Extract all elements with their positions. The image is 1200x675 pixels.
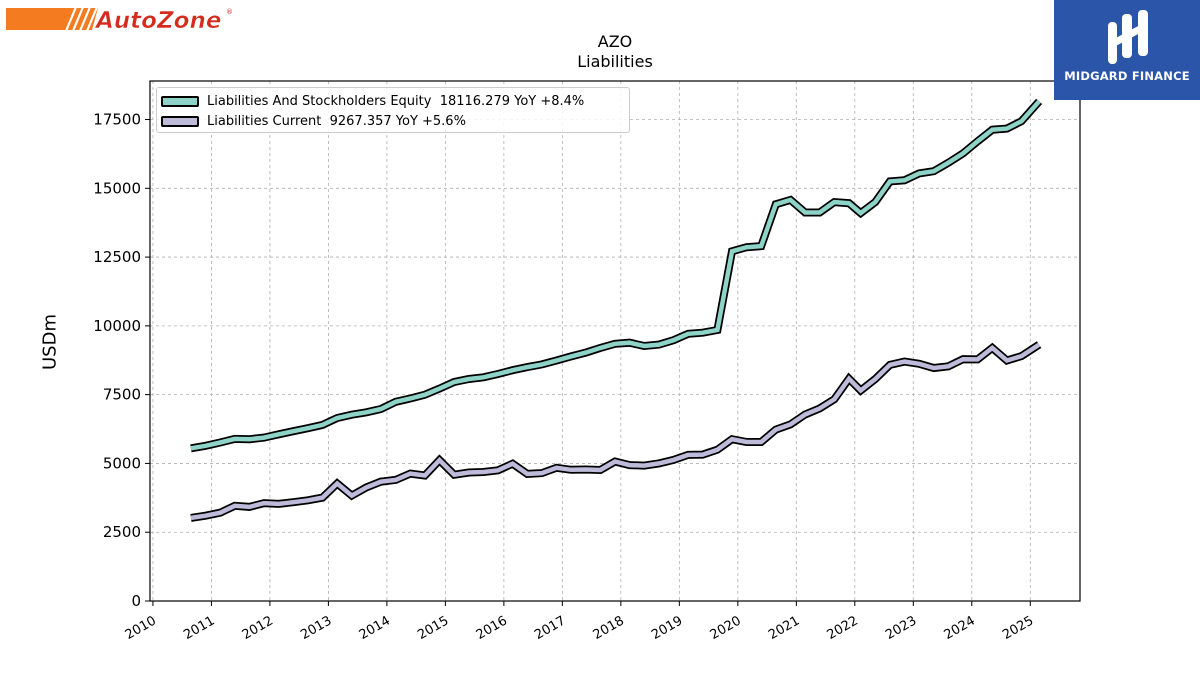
series-line-outline	[190, 341, 1042, 522]
x-tick-label: 2024	[942, 613, 978, 643]
x-tick-label: 2020	[708, 613, 744, 643]
x-tick-label: 2016	[474, 613, 510, 643]
y-axis-label: USDm	[39, 314, 61, 370]
x-tick-label: 2011	[181, 613, 217, 643]
axis-ticks: 2010 2011 2012 2013 2014 2015 2016 2017 2018 2019…	[93, 111, 1036, 643]
svg-text:®: ®	[226, 8, 233, 16]
legend: Liabilities And Stockholders Equity 1811…	[156, 87, 630, 133]
x-tick-label: 2019	[649, 613, 685, 643]
x-tick-label: 2013	[298, 613, 334, 643]
legend-label-current-liabilities: Liabilities Current 9267.357 YoY +5.6%	[207, 113, 466, 129]
chart-title: AZO	[597, 32, 633, 51]
x-tick-label: 2017	[532, 613, 568, 643]
x-tick-label: 2015	[415, 613, 451, 643]
y-tick-label: 5000	[103, 454, 141, 472]
y-tick-label: 12500	[93, 248, 141, 266]
svg-text:AutoZone: AutoZone	[94, 8, 221, 33]
autozone-logo: AutoZone ®	[6, 6, 233, 33]
y-tick-label: 7500	[103, 386, 141, 404]
x-tick-label: 2018	[591, 613, 627, 643]
legend-swatch-current-liabilities	[161, 115, 199, 127]
legend-label-total-liabilities-equity: Liabilities And Stockholders Equity 1811…	[207, 93, 585, 109]
y-tick-label: 15000	[93, 179, 141, 197]
x-tick-label: 2025	[1000, 613, 1036, 643]
x-tick-label: 2014	[357, 613, 393, 643]
midgard-finance-logo: MIDGARD FINANCE	[1054, 0, 1200, 100]
y-tick-label: 17500	[93, 111, 141, 129]
series-line-outline	[190, 98, 1043, 453]
y-tick-label: 0	[131, 592, 141, 610]
y-tick-label: 10000	[93, 317, 141, 335]
x-tick-label: 2021	[766, 613, 802, 643]
series-lines	[190, 98, 1043, 522]
x-tick-label: 2010	[123, 613, 159, 643]
legend-entry-current-liabilities: Liabilities Current 9267.357 YoY +5.6%	[161, 113, 466, 129]
y-tick-label: 2500	[103, 523, 141, 541]
chart-subtitle: Liabilities	[577, 52, 653, 71]
series-line	[190, 99, 1041, 451]
midgard-finance-text: MIDGARD FINANCE	[1064, 69, 1190, 83]
legend-entry-total-liabilities-equity: Liabilities And Stockholders Equity 1811…	[161, 93, 584, 109]
series-line	[190, 342, 1041, 521]
plot-frame	[149, 80, 1081, 602]
chart-title-block: AZO Liabilities	[450, 32, 780, 72]
x-tick-label: 2012	[240, 613, 276, 643]
x-tick-label: 2023	[883, 613, 919, 643]
midgard-emblem-icon	[1108, 10, 1148, 64]
x-tick-label: 2022	[825, 613, 861, 643]
legend-swatch-total-liabilities-equity	[161, 95, 199, 107]
